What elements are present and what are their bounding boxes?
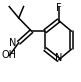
- Text: F: F: [56, 3, 61, 13]
- Text: N: N: [55, 53, 62, 63]
- Text: OH: OH: [2, 50, 17, 60]
- Text: N: N: [9, 38, 16, 48]
